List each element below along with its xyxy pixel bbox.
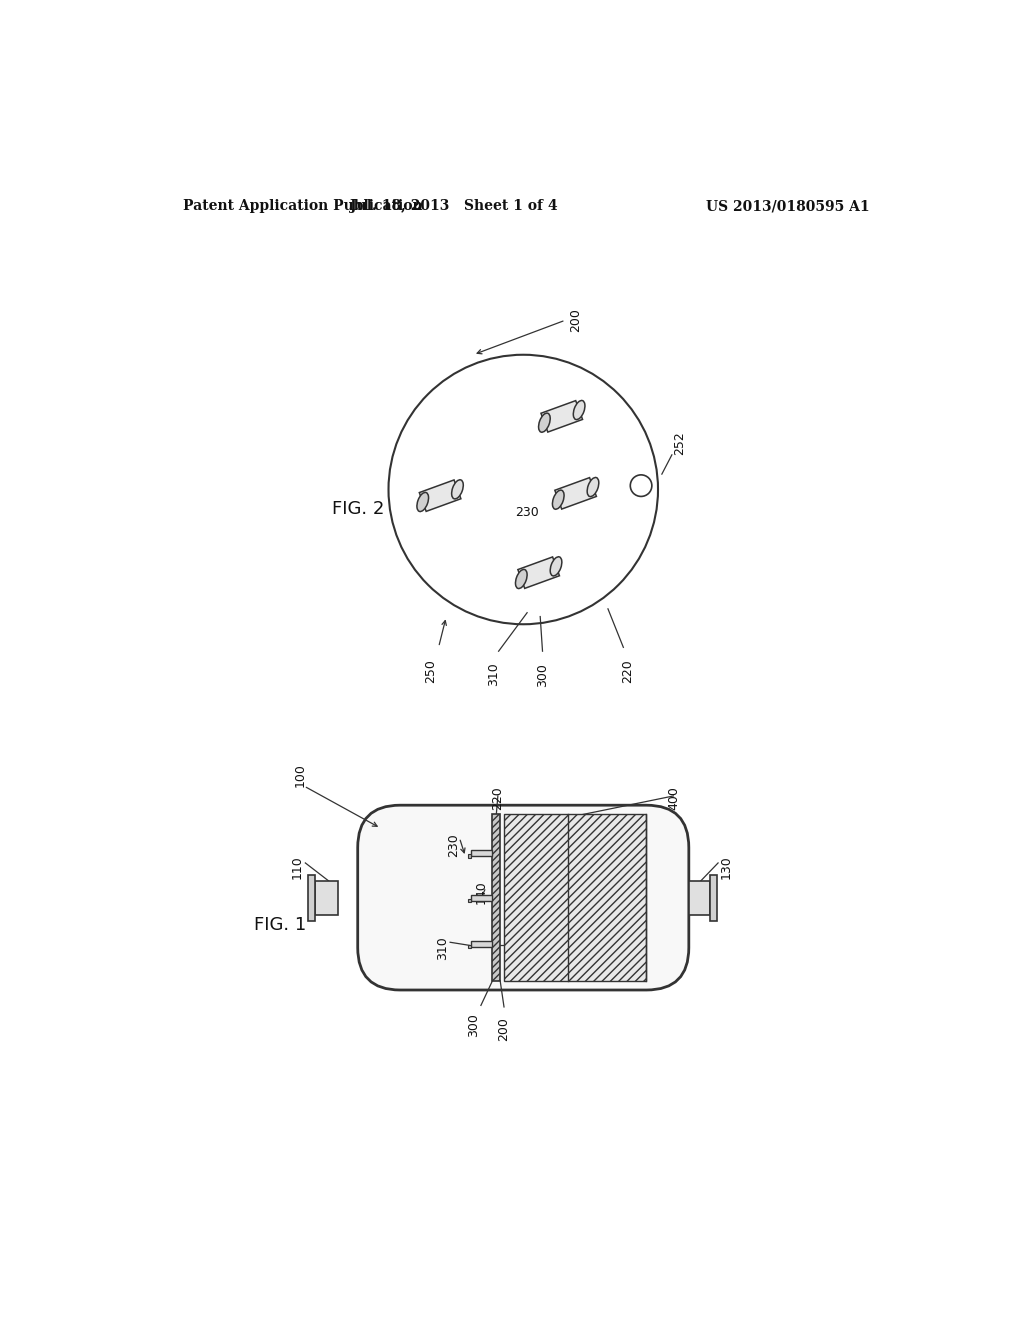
Text: FIG. 2: FIG. 2 [333,500,385,517]
Bar [468,945,471,949]
Text: 400: 400 [667,785,680,810]
Text: 110: 110 [291,855,304,879]
Text: 310: 310 [436,936,449,960]
Text: Jul. 18, 2013   Sheet 1 of 4: Jul. 18, 2013 Sheet 1 of 4 [350,199,558,213]
Text: 250: 250 [424,659,437,682]
Text: 310: 310 [487,663,501,686]
Text: 230: 230 [447,834,461,858]
Bar [314,880,338,915]
Bar [308,875,314,921]
Text: 130: 130 [719,855,732,879]
Bar [468,854,471,858]
Polygon shape [555,478,596,510]
Ellipse shape [417,492,429,512]
Bar [689,880,711,915]
Text: 230: 230 [515,506,540,519]
Text: 320: 320 [581,913,594,937]
Text: FIG. 1: FIG. 1 [254,916,306,933]
Ellipse shape [552,490,564,510]
Ellipse shape [573,400,585,420]
Bar [471,850,493,857]
Bar [504,814,646,981]
Polygon shape [419,480,461,511]
FancyBboxPatch shape [359,807,687,989]
Bar [471,895,493,900]
Text: 220: 220 [621,659,634,682]
Text: 140: 140 [474,880,487,904]
Text: 200: 200 [498,1016,511,1041]
Bar [471,941,493,946]
Ellipse shape [550,557,562,576]
Text: 252: 252 [673,432,686,455]
Bar [711,875,717,921]
Text: 150: 150 [507,937,520,961]
Ellipse shape [515,569,527,589]
Ellipse shape [452,479,463,499]
Text: 300: 300 [467,1014,479,1038]
Ellipse shape [587,478,599,496]
Text: Patent Application Publication: Patent Application Publication [183,199,423,213]
Polygon shape [518,557,559,589]
Polygon shape [541,401,583,432]
Text: 300: 300 [536,663,549,686]
Text: 200: 200 [569,309,582,333]
Ellipse shape [539,413,550,432]
Text: US 2013/0180595 A1: US 2013/0180595 A1 [707,199,869,213]
Text: 100: 100 [294,763,306,787]
Text: 240: 240 [593,878,605,902]
Text: 220: 220 [492,785,505,809]
Bar [493,814,500,981]
Bar [468,899,471,903]
Circle shape [631,475,652,496]
